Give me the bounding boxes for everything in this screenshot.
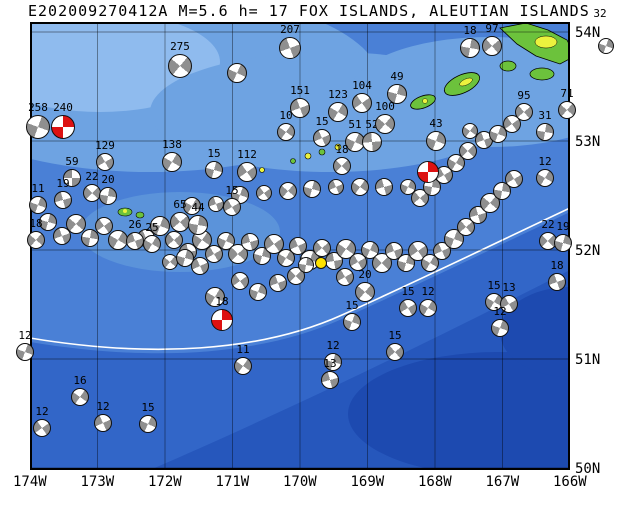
lat-label: 52N <box>575 243 601 259</box>
island <box>499 60 517 72</box>
island-highland <box>123 209 127 213</box>
lon-label: 173W <box>80 474 115 490</box>
lon-label: 172W <box>148 474 182 490</box>
page-title: E202009270412A M=5.6 h= 17 FOX ISLANDS, … <box>28 2 590 20</box>
lon-label: 166W <box>553 474 587 490</box>
lon-label: 170W <box>283 474 317 490</box>
lon-label: 168W <box>418 474 452 490</box>
lon-label: 167W <box>485 474 520 490</box>
bathymetry-map <box>30 22 570 470</box>
small-island <box>334 143 342 151</box>
small-island <box>318 148 326 156</box>
lon-label: 174W <box>13 474 47 490</box>
small-island <box>304 152 312 160</box>
trench-line <box>30 207 570 351</box>
lat-label: 54N <box>575 25 601 41</box>
island-highland <box>459 77 473 87</box>
small-island <box>244 173 250 179</box>
small-island <box>259 167 265 173</box>
island <box>499 22 570 65</box>
lon-label: 169W <box>350 474 385 490</box>
deepest-water-area <box>348 352 570 470</box>
small-island <box>135 211 145 219</box>
lat-label: 50N <box>575 461 601 477</box>
focal-mechanism <box>598 38 614 54</box>
small-island <box>290 158 296 164</box>
island <box>529 67 555 81</box>
island-highland <box>534 35 558 49</box>
lon-label: 171W <box>215 474 250 490</box>
lat-label: 51N <box>575 352 601 368</box>
mid-depth-area <box>80 192 280 272</box>
island-highland <box>422 98 428 104</box>
lat-label: 53N <box>575 134 601 150</box>
